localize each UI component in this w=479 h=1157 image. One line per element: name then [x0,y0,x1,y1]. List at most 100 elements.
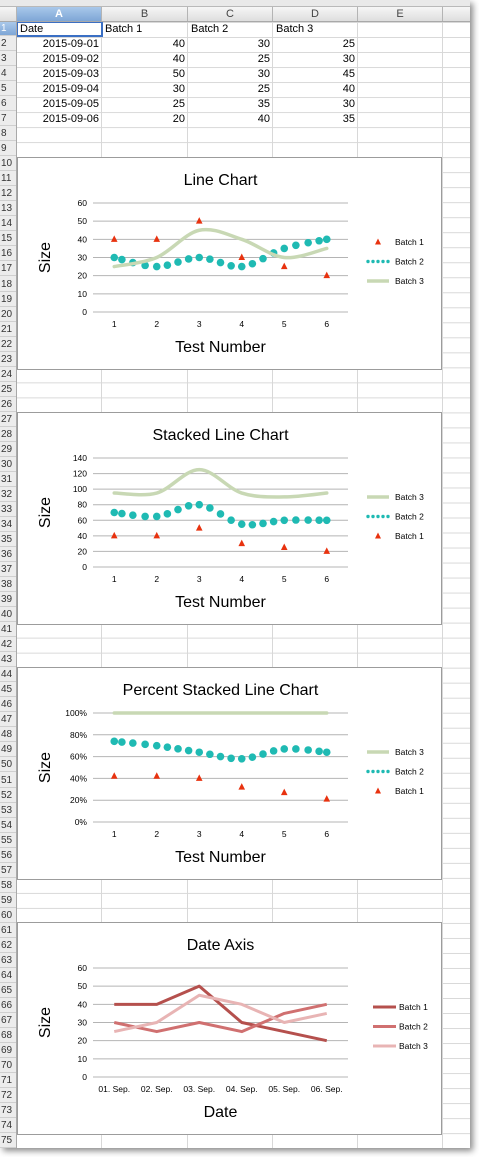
row-header[interactable]: 52 [0,788,16,803]
row-header[interactable]: 54 [0,818,16,833]
data-cell[interactable]: 2015-09-05 [42,98,99,111]
row-header[interactable]: 70 [0,1059,16,1074]
data-cell[interactable]: 2015-09-06 [42,113,99,126]
data-cell[interactable]: 40 [172,38,185,51]
row-header[interactable]: 35 [0,533,16,548]
row-header[interactable]: 62 [0,938,16,953]
row-header[interactable]: 3 [0,52,16,67]
row-header[interactable]: 31 [0,472,16,487]
row-header[interactable]: 14 [0,217,16,232]
row-header[interactable]: 65 [0,983,16,998]
row-header[interactable]: 46 [0,698,16,713]
data-cell[interactable]: 35 [342,113,355,126]
row-header[interactable]: 4 [0,67,16,82]
row-header[interactable]: 53 [0,803,16,818]
row-header[interactable]: 45 [0,683,16,698]
row-header[interactable]: 5 [0,82,16,97]
row-header[interactable]: 15 [0,232,16,247]
row-header[interactable]: 55 [0,833,16,848]
header-cell[interactable]: Batch 1 [105,23,143,35]
data-cell[interactable]: 40 [172,53,185,66]
row-header[interactable]: 57 [0,863,16,878]
row-header[interactable]: 44 [0,668,16,683]
data-cell[interactable]: 25 [257,53,270,66]
row-header[interactable]: 69 [0,1044,16,1059]
data-cell[interactable]: 45 [342,68,355,81]
row-header[interactable]: 68 [0,1029,16,1043]
data-cell[interactable]: 2015-09-02 [42,53,99,66]
row-header[interactable]: 2 [0,37,16,52]
row-header[interactable]: 1 [0,22,16,36]
row-header[interactable]: 8 [0,127,16,142]
row-header[interactable]: 29 [0,442,16,457]
data-cell[interactable]: 20 [172,113,185,126]
row-header[interactable]: 23 [0,352,16,367]
row-header[interactable]: 56 [0,848,16,863]
row-header[interactable]: 67 [0,1013,16,1028]
data-cell[interactable]: 40 [257,113,270,126]
data-cell[interactable]: 2015-09-04 [42,83,99,96]
row-header[interactable]: 19 [0,292,16,307]
header-cell[interactable]: Batch 2 [191,23,229,35]
row-header[interactable]: 43 [0,653,16,668]
row-header[interactable]: 63 [0,953,16,968]
column-header-b[interactable]: B [102,7,188,21]
row-header[interactable]: 61 [0,923,16,938]
data-cell[interactable]: 30 [257,68,270,81]
data-cell[interactable]: 30 [172,83,185,96]
data-cell[interactable]: 30 [342,98,355,111]
row-header[interactable]: 72 [0,1089,16,1104]
row-header[interactable]: 26 [0,397,16,412]
row-header[interactable]: 49 [0,743,16,758]
row-header[interactable]: 20 [0,307,16,322]
row-header[interactable]: 6 [0,97,16,112]
chart-2[interactable]: Stacked Line Chart 0 20 40 60 80 100 120 140 1 2 3 4… [17,412,442,625]
data-cell[interactable]: 25 [257,83,270,96]
row-header[interactable]: 32 [0,487,16,502]
row-header[interactable]: 73 [0,1104,16,1119]
row-header[interactable]: 34 [0,517,16,532]
row-header[interactable]: 36 [0,548,16,563]
row-header[interactable]: 59 [0,893,16,908]
row-header[interactable]: 17 [0,262,16,277]
row-header[interactable]: 25 [0,382,16,397]
data-cell[interactable]: 25 [342,38,355,51]
row-header[interactable]: 47 [0,713,16,728]
row-header[interactable]: 18 [0,277,16,292]
row-header[interactable]: 39 [0,593,16,608]
row-header[interactable]: 10 [0,157,16,172]
row-header[interactable]: 7 [0,112,16,127]
row-header[interactable]: 40 [0,608,16,623]
row-header[interactable]: 13 [0,202,16,217]
row-header[interactable]: 74 [0,1119,16,1134]
row-header[interactable]: 50 [0,758,16,773]
row-header[interactable]: 21 [0,322,16,337]
column-header-c[interactable]: C [188,7,273,21]
data-cell[interactable]: 40 [342,83,355,96]
row-header[interactable]: 37 [0,563,16,578]
row-header[interactable]: 51 [0,773,16,788]
row-header[interactable]: 16 [0,247,16,262]
row-header[interactable]: 71 [0,1074,16,1089]
column-header-e[interactable]: E [358,7,443,21]
data-cell[interactable]: 30 [342,53,355,66]
row-header[interactable]: 58 [0,878,16,893]
row-header[interactable]: 11 [0,172,16,187]
header-cell[interactable]: Date [17,22,103,37]
data-cell[interactable]: 2015-09-03 [42,68,99,81]
row-header[interactable]: 27 [0,412,16,427]
row-header[interactable]: 28 [0,427,16,442]
row-header[interactable]: 64 [0,968,16,983]
chart-4[interactable]: Date Axis 0 10 20 30 40 50 60 01. Sep. 02. Sep. 03… [17,922,442,1135]
row-header[interactable]: 48 [0,728,16,743]
row-header[interactable]: 60 [0,908,16,923]
data-cell[interactable]: 50 [172,68,185,81]
row-header[interactable]: 22 [0,337,16,352]
row-header[interactable]: 38 [0,578,16,593]
select-all-corner[interactable] [0,7,17,21]
data-cell[interactable]: 35 [257,98,270,111]
row-header[interactable]: 30 [0,457,16,472]
row-header[interactable]: 12 [0,187,16,202]
data-cell[interactable]: 2015-09-01 [42,38,99,51]
row-header[interactable]: 66 [0,998,16,1013]
